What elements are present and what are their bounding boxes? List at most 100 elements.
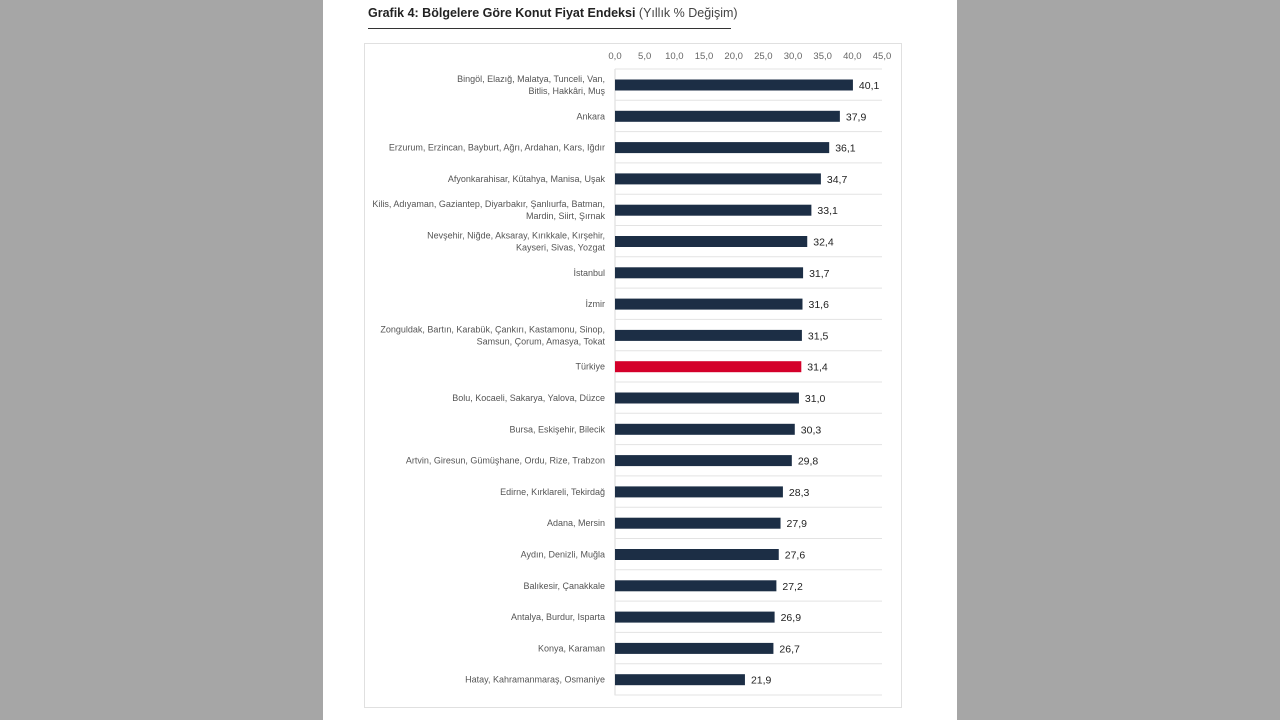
data-label: 33,1 [817, 205, 838, 217]
data-label: 34,7 [827, 174, 848, 186]
title-underline [368, 28, 731, 29]
category-label-line: Bursa, Eskişehir, Bilecik [509, 424, 605, 434]
x-tick-label: 30,0 [784, 51, 803, 62]
x-tick-label: 10,0 [665, 51, 684, 62]
data-label: 27,2 [782, 581, 803, 593]
data-label: 31,6 [808, 299, 829, 311]
data-label: 37,9 [846, 111, 867, 123]
bar [615, 486, 783, 498]
category-label: Adana, Mersin [547, 518, 605, 528]
bar [615, 298, 803, 310]
category-label: Artvin, Giresun, Gümüşhane, Ordu, Rize, … [406, 456, 605, 466]
category-label-line: Konya, Karaman [538, 643, 605, 653]
category-label: Konya, Karaman [538, 643, 605, 653]
data-label: 31,7 [809, 268, 830, 280]
category-label-line: İstanbul [573, 268, 605, 278]
bar [615, 329, 802, 341]
data-label: 27,6 [785, 550, 806, 562]
chart-title: Grafik 4: Bölgelere Göre Konut Fiyat End… [368, 6, 738, 20]
data-label: 26,7 [779, 643, 800, 655]
category-label: Bursa, Eskişehir, Bilecik [509, 424, 605, 434]
x-tick-label: 45,0 [873, 51, 892, 62]
bar [615, 580, 777, 592]
category-label: Kilis, Adıyaman, Gaziantep, Diyarbakır, … [372, 199, 605, 221]
data-label: 26,9 [781, 612, 802, 624]
bar [615, 236, 808, 247]
category-label-line: Hatay, Kahramanmaraş, Osmaniye [465, 675, 605, 685]
category-label: Afyonkarahisar, Kütahya, Manisa, Uşak [448, 174, 606, 184]
category-label: İstanbul [573, 268, 605, 278]
data-label: 40,1 [859, 80, 880, 92]
x-tick-label: 0,0 [608, 51, 621, 62]
data-label: 31,4 [807, 362, 828, 374]
x-tick-label: 20,0 [724, 51, 743, 62]
bar [615, 674, 745, 686]
category-label-line: İzmir [586, 299, 606, 309]
category-label: İzmir [586, 299, 606, 309]
chart-title-main: Grafik 4: Bölgelere Göre Konut Fiyat End… [368, 6, 636, 20]
category-label-line: Ankara [576, 111, 605, 121]
category-label: Aydın, Denizli, Muğla [521, 550, 605, 560]
category-label: Zonguldak, Bartın, Karabük, Çankırı, Kas… [380, 324, 605, 346]
category-label-line: Samsun, Çorum, Amasya, Tokat [477, 336, 606, 346]
category-label-line: Edirne, Kırklareli, Tekirdağ [500, 487, 605, 497]
category-label: Türkiye [575, 362, 605, 372]
category-label-line: Artvin, Giresun, Gümüşhane, Ordu, Rize, … [406, 456, 605, 466]
bar [615, 79, 853, 91]
data-label: 31,0 [805, 393, 826, 405]
category-label-line: Bolu, Kocaeli, Sakarya, Yalova, Düzce [452, 393, 605, 403]
chart-frame [364, 43, 902, 708]
bar [615, 642, 774, 654]
category-label-line: Aydın, Denizli, Muğla [521, 550, 605, 560]
data-label: 30,3 [801, 424, 822, 436]
x-tick-label: 15,0 [695, 51, 714, 62]
bar [615, 549, 779, 560]
category-label-line: Erzurum, Erzincan, Bayburt, Ağrı, Ardaha… [389, 143, 605, 153]
category-label: Nevşehir, Niğde, Aksaray, Kırıkkale, Kır… [427, 231, 605, 253]
bar [615, 267, 804, 279]
bar [615, 173, 821, 185]
bar [615, 455, 792, 467]
bar [615, 611, 775, 623]
category-label-line: Türkiye [575, 362, 605, 372]
bar [615, 392, 799, 404]
category-label-line: Mardin, Siirt, Şırnak [526, 211, 606, 221]
category-label-line: Nevşehir, Niğde, Aksaray, Kırıkkale, Kır… [427, 231, 605, 241]
data-label: 27,9 [787, 518, 808, 530]
data-label: 31,5 [808, 330, 829, 342]
bar [615, 142, 830, 154]
category-label: Ankara [576, 111, 605, 121]
data-label: 28,3 [789, 487, 810, 499]
category-label: Bolu, Kocaeli, Sakarya, Yalova, Düzce [452, 393, 605, 403]
category-label: Antalya, Burdur, Isparta [511, 612, 605, 622]
category-label: Hatay, Kahramanmaraş, Osmaniye [465, 675, 605, 685]
bar [615, 423, 795, 435]
bar-highlight [615, 361, 802, 373]
category-label: Bingöl, Elazığ, Malatya, Tunceli, Van, Bi… [457, 74, 605, 96]
category-label: Edirne, Kırklareli, Tekirdağ [500, 487, 605, 497]
category-label-line: Adana, Mersin [547, 518, 605, 528]
category-label-line: Antalya, Burdur, Isparta [511, 612, 605, 622]
bar [615, 517, 781, 529]
bar [615, 204, 812, 216]
x-tick-label: 40,0 [843, 51, 862, 62]
x-tick-label: 5,0 [638, 51, 651, 62]
category-label-line: Bitlis, Hakkâri, Muş [528, 86, 605, 96]
category-label: Erzurum, Erzincan, Bayburt, Ağrı, Ardaha… [389, 143, 605, 153]
bar [615, 110, 840, 122]
x-tick-label: 25,0 [754, 51, 773, 62]
category-label: Balıkesir, Çanakkale [523, 581, 605, 591]
data-label: 32,4 [813, 237, 834, 249]
x-tick-label: 35,0 [813, 51, 832, 62]
category-label-line: Bingöl, Elazığ, Malatya, Tunceli, Van, [457, 74, 605, 84]
category-label-line: Kayseri, Sivas, Yozgat [516, 243, 606, 253]
category-label-line: Kilis, Adıyaman, Gaziantep, Diyarbakır, … [372, 199, 605, 209]
data-label: 29,8 [798, 456, 819, 468]
category-label-line: Zonguldak, Bartın, Karabük, Çankırı, Kas… [380, 324, 605, 334]
data-label: 36,1 [835, 143, 856, 155]
category-label-line: Balıkesir, Çanakkale [523, 581, 605, 591]
data-label: 21,9 [751, 675, 772, 687]
chart-subtitle: (Yıllık % Değişim) [638, 6, 738, 20]
category-label-line: Afyonkarahisar, Kütahya, Manisa, Uşak [448, 174, 606, 184]
